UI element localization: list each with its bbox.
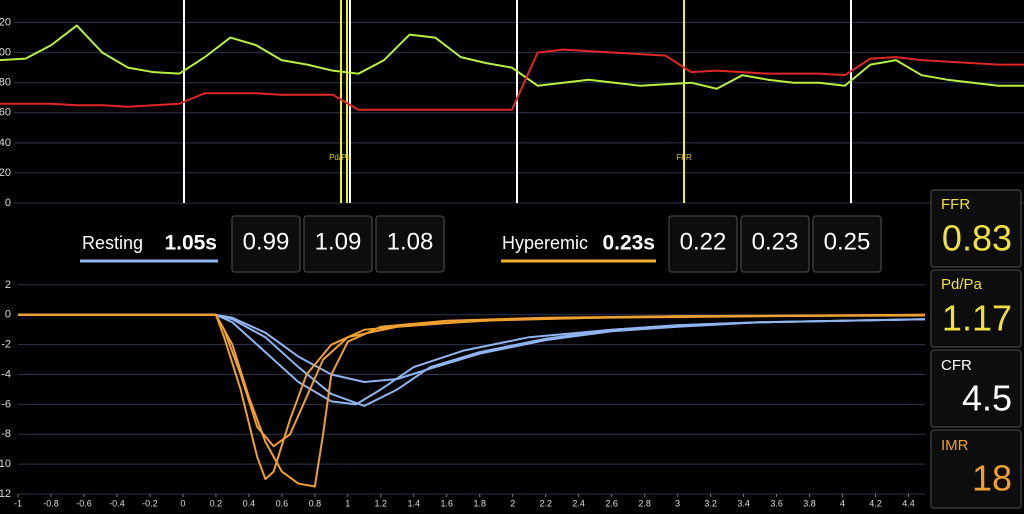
value-box	[812, 215, 882, 273]
x-tick-label: -0.2	[142, 498, 158, 508]
series-line	[18, 313, 926, 406]
series-line	[0, 24, 1024, 90]
x-tick-label: -0.4	[109, 498, 125, 508]
value-box	[668, 215, 738, 273]
index-value: 4.5	[962, 378, 1012, 419]
series-line	[18, 313, 926, 488]
y-tick-label: -8	[1, 428, 11, 440]
y-tick-label: 100	[0, 47, 11, 59]
series-line	[18, 313, 926, 481]
x-tick-label: 0	[180, 498, 185, 508]
index-value: 0.83	[942, 218, 1012, 259]
x-tick-label: -1	[14, 498, 22, 508]
index-box	[930, 349, 1022, 428]
resting-mean: 1.05s	[164, 232, 217, 255]
x-tick-label: -0.8	[43, 498, 59, 508]
index-box	[930, 269, 1022, 348]
x-tick-label: 4.4	[902, 498, 915, 508]
x-tick-label: 3.6	[770, 498, 783, 508]
index-label: FFR	[941, 196, 970, 213]
x-tick-label: 4	[840, 498, 845, 508]
x-tick-label: 2.4	[572, 498, 585, 508]
value-box	[231, 215, 301, 273]
hyperemic-mean: 0.23s	[602, 232, 655, 255]
x-tick-label: 3.4	[737, 498, 750, 508]
resting-label: Resting	[82, 233, 143, 253]
marker-label: FFR	[676, 153, 692, 162]
x-tick-label: 0.2	[210, 498, 223, 508]
x-tick-label: 1.4	[408, 498, 421, 508]
x-tick-label: 1.2	[375, 498, 388, 508]
index-label: CFR	[941, 357, 972, 374]
x-tick-label: 2.8	[638, 498, 651, 508]
y-tick-label: -12	[0, 488, 11, 500]
x-tick-label: 3.2	[704, 498, 717, 508]
value-box	[740, 215, 810, 273]
x-tick-label: -0.6	[76, 498, 92, 508]
y-tick-label: 40	[0, 137, 11, 149]
y-tick-label: -2	[1, 339, 11, 351]
resting-value: 0.99	[243, 228, 290, 255]
x-tick-label: 3.8	[803, 498, 816, 508]
y-tick-label: 0	[5, 309, 11, 321]
x-tick-label: 0.4	[243, 498, 256, 508]
value-box	[375, 215, 445, 273]
x-tick-label: 1.6	[441, 498, 454, 508]
y-tick-label: 120	[0, 16, 11, 28]
index-box	[930, 429, 1022, 509]
x-tick-label: 0.6	[276, 498, 289, 508]
marker-label: Pd/Pa	[329, 153, 351, 162]
hyperemic-value: 0.23	[752, 228, 799, 255]
hyperemic-value: 0.25	[824, 228, 871, 255]
y-tick-label: 2	[5, 279, 11, 291]
y-tick-label: 20	[0, 167, 11, 179]
transit-summary: Resting 1.05s 0.99 1.09 1.08 Hyperemic 0…	[80, 215, 882, 273]
y-tick-label: -10	[0, 458, 11, 470]
index-value: 18	[972, 458, 1012, 499]
x-tick-label: 2	[510, 498, 515, 508]
resting-value: 1.09	[315, 228, 362, 255]
y-tick-label: 80	[0, 77, 11, 89]
series-line	[18, 313, 926, 407]
y-tick-label: -6	[1, 398, 11, 410]
series-line	[18, 313, 926, 448]
resting-value: 1.08	[387, 228, 434, 255]
index-panel: FFR 0.83 Pd/Pa 1.17 CFR 4.5 IMR 18	[930, 189, 1022, 509]
index-label: Pd/Pa	[941, 276, 983, 293]
y-tick-label: 0	[5, 197, 11, 209]
hyperemic-label: Hyperemic	[502, 233, 588, 253]
hyperemic-value: 0.22	[680, 228, 727, 255]
x-tick-label: 3	[675, 498, 680, 508]
value-box	[303, 215, 373, 273]
index-box	[930, 189, 1022, 268]
x-tick-label: 0.8	[309, 498, 322, 508]
series-line	[0, 48, 1024, 111]
x-tick-label: 1.8	[473, 498, 486, 508]
index-label: IMR	[941, 437, 969, 454]
y-tick-label: -4	[1, 368, 11, 380]
x-tick-label: 1	[345, 498, 350, 508]
index-value: 1.17	[942, 298, 1012, 339]
x-tick-label: 2.6	[605, 498, 618, 508]
y-tick-label: 60	[0, 107, 11, 119]
x-tick-label: 2.2	[539, 498, 552, 508]
x-tick-label: 4.2	[869, 498, 882, 508]
